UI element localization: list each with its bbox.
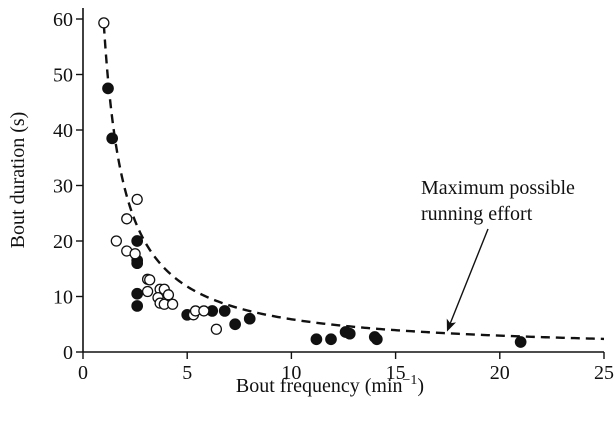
- y-tick-label: 50: [53, 65, 73, 87]
- filled-data-point: [131, 257, 144, 270]
- open-data-point: [166, 298, 179, 310]
- open-data-point: [121, 213, 133, 225]
- annotation-arrow: [446, 228, 489, 332]
- open-data-point: [162, 289, 175, 301]
- y-tick-label: 40: [53, 120, 73, 142]
- filled-data-point: [131, 235, 144, 247]
- filled-data-point: [229, 318, 241, 331]
- open-data-point: [141, 285, 154, 298]
- annotation-line-1: Maximum possible: [421, 177, 575, 199]
- y-tick-label: 60: [53, 9, 73, 31]
- filled-data-point: [243, 312, 256, 325]
- y-tick-label: 0: [63, 342, 73, 364]
- x-tick-label: 15: [386, 362, 406, 384]
- filled-data-point: [343, 327, 356, 340]
- x-tick-label: 10: [281, 362, 301, 384]
- annotation-line-2: running effort: [421, 203, 533, 225]
- open-data-point: [198, 305, 210, 317]
- data-points: [98, 17, 527, 348]
- filled-data-point: [370, 333, 383, 346]
- open-data-point: [210, 323, 223, 335]
- x-ticks: 0 5 10 15 20 25: [78, 352, 614, 384]
- open-data-point: [144, 274, 156, 286]
- plot-area: 0 5 10 15 20 25 0 10 20 30 40 50 60: [53, 8, 614, 384]
- filled-data-point: [514, 336, 527, 348]
- max-effort-curve: [102, 24, 605, 341]
- x-tick-label: 0: [78, 362, 88, 384]
- open-data-point: [131, 193, 143, 206]
- y-tick-label: 30: [53, 176, 73, 198]
- filled-data-point: [106, 132, 119, 145]
- x-tick-label: 25: [594, 362, 614, 384]
- filled-data-point: [131, 300, 144, 312]
- x-axis-label: Bout frequency (min−1): [236, 373, 424, 397]
- x-tick-label: 5: [182, 362, 192, 384]
- y-tick-label: 10: [53, 287, 73, 309]
- x-tick-label: 20: [490, 362, 510, 384]
- filled-data-point: [131, 287, 144, 300]
- open-data-point: [98, 17, 110, 29]
- y-tick-label: 20: [53, 231, 73, 253]
- filled-data-point: [310, 333, 323, 346]
- annotation: Maximum possible running effort: [421, 177, 575, 332]
- filled-data-point: [102, 82, 114, 95]
- y-axis-label: Bout duration (s): [7, 112, 29, 249]
- open-data-point: [110, 235, 122, 247]
- filled-data-point: [325, 333, 337, 346]
- y-ticks: 0 10 20 30 40 50 60: [53, 9, 83, 364]
- open-data-point: [129, 248, 141, 260]
- filled-data-point: [218, 305, 231, 317]
